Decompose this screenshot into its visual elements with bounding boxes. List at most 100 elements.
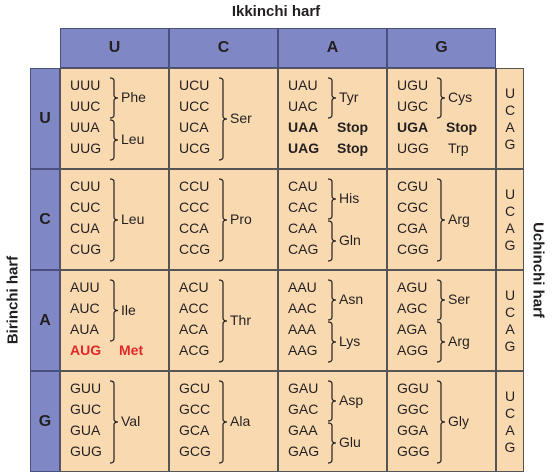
codon: GCA	[179, 422, 210, 438]
codon-bracket	[109, 77, 119, 119]
codon: CUC	[70, 199, 101, 215]
third-letter: A	[505, 219, 515, 236]
third-letter: C	[504, 202, 516, 219]
amino-acid-label: Ile	[121, 301, 136, 318]
amino-acid-label: Leu	[121, 131, 145, 147]
codon-bracket	[327, 77, 337, 119]
first-letter-header: G	[30, 371, 60, 472]
codon: CUG	[70, 241, 102, 257]
amino-acid-label: Val	[121, 413, 141, 429]
codon-bracket	[218, 178, 228, 262]
third-letter: C	[504, 101, 516, 118]
codon-bracket	[327, 220, 337, 262]
amino-acid-label: Cys	[448, 89, 473, 105]
codon: GCG	[179, 443, 211, 459]
amino-acid-label: Leu	[121, 211, 145, 227]
codon-bracket	[327, 279, 337, 321]
codon: UGA	[397, 119, 429, 135]
codon-bracket	[436, 321, 446, 363]
codon: CAC	[288, 199, 318, 215]
codon: AGA	[397, 321, 427, 337]
codon: UAG	[288, 140, 320, 156]
codon: UUU	[70, 77, 101, 93]
codon: GGA	[397, 422, 429, 438]
codon: AUG	[70, 342, 102, 358]
codon: CCC	[179, 199, 210, 215]
second-letter-header: G	[387, 28, 496, 68]
first-letter-header: C	[30, 169, 60, 270]
codon: CAA	[288, 220, 317, 236]
third-letter: U	[504, 185, 516, 202]
codon: UUG	[70, 140, 102, 156]
codon-cell: AUU AUC AUA AUG Ile Met	[60, 270, 169, 371]
codon: UUC	[70, 98, 101, 114]
codon: GGU	[397, 380, 429, 396]
codon: AUU	[70, 279, 100, 295]
codon: AAG	[288, 342, 318, 358]
amino-acid-label: Stop	[446, 119, 478, 135]
codon: GAU	[288, 380, 319, 396]
second-letter-label: Ikkinchi harf	[231, 3, 321, 20]
second-letter-header: A	[278, 28, 387, 68]
amino-acid-label: Gln	[339, 232, 361, 248]
amino-acid-label: Trp	[448, 140, 469, 156]
codon-bracket	[109, 380, 119, 464]
codon: UAU	[288, 77, 318, 93]
codon: UGC	[397, 98, 429, 114]
codon-cell: GCU GCC GCA GCG Ala	[169, 371, 278, 472]
codon-cell: CAU CAC CAA CAG His Gln	[278, 169, 387, 270]
codon-cell: CCU CCC CCA CCG Pro	[169, 169, 278, 270]
codon: AAU	[288, 279, 317, 295]
codon: CCG	[179, 241, 211, 257]
amino-acid-label: Stop	[337, 140, 369, 156]
codon: AGG	[397, 342, 429, 358]
codon: UCG	[179, 140, 211, 156]
codon-cell: CGU CGC CGA CGG Arg	[387, 169, 496, 270]
amino-acid-label: Arg	[448, 333, 470, 349]
codon: GUG	[70, 443, 102, 459]
third-letter: A	[505, 421, 515, 438]
codon: AAA	[288, 321, 317, 337]
codon-cell: GUU GUC GUA GUG Val	[60, 371, 169, 472]
amino-acid-label: Arg	[448, 211, 470, 227]
codon-bracket	[436, 77, 446, 119]
amino-acid-label: Asp	[339, 392, 364, 408]
codon: UGG	[397, 140, 429, 156]
codon: UUA	[70, 119, 100, 135]
amino-acid-label: Tyr	[339, 89, 359, 105]
amino-acid-label: Gly	[448, 413, 469, 429]
codon: GCC	[179, 401, 211, 417]
amino-acid-label: Lys	[339, 333, 361, 349]
third-letter: U	[504, 387, 516, 404]
codon: GUU	[70, 380, 102, 396]
codon-cell: GGU GGC GGA GGG Gly	[387, 371, 496, 472]
third-letter: A	[505, 118, 515, 135]
second-letter-header: C	[169, 28, 278, 68]
amino-acid-label: Ser	[230, 110, 252, 126]
amino-acid-label: Glu	[339, 434, 361, 450]
codon: CUA	[70, 220, 100, 236]
third-letter: C	[504, 404, 516, 421]
codon: CGA	[397, 220, 428, 236]
codon-bracket	[218, 279, 228, 363]
codon: UGU	[397, 77, 429, 93]
codon: GUC	[70, 401, 102, 417]
codon: UAC	[288, 98, 318, 114]
codon: GGC	[397, 401, 429, 417]
codon: GGG	[397, 443, 430, 459]
third-letter: G	[504, 236, 516, 253]
codon: CAG	[288, 241, 319, 257]
codon: GCU	[179, 380, 211, 396]
codon-bracket	[436, 279, 446, 321]
amino-acid-label: Pro	[230, 211, 252, 227]
third-letter: U	[504, 286, 516, 303]
amino-acid-label: Ala	[230, 413, 251, 429]
codon-cell: AGU AGC AGA AGG Ser Arg	[387, 270, 496, 371]
codon-bracket	[327, 178, 337, 220]
amino-acid-label: Stop	[337, 119, 369, 135]
amino-acid-label: Ser	[448, 291, 470, 307]
codon: GAC	[288, 401, 319, 417]
